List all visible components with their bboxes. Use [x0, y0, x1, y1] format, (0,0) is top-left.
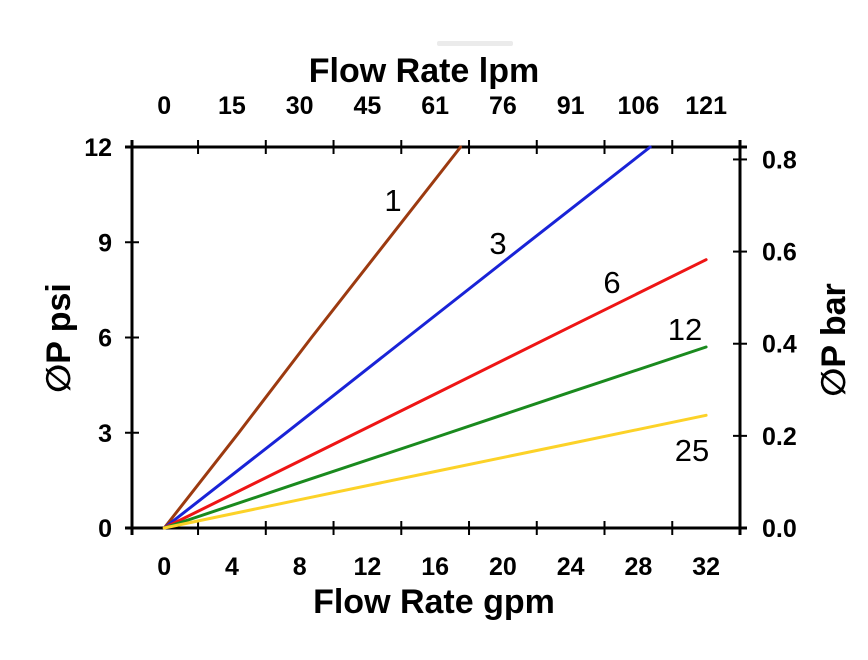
left-axis-tick-label: 3 [98, 420, 112, 448]
curve-label-25: 25 [675, 433, 709, 468]
curve-label-1: 1 [384, 183, 401, 218]
curve-label-6: 6 [603, 265, 620, 300]
right-axis-tick-label: 0.8 [762, 146, 797, 174]
curve-labels: 1 3 6 12 25 [384, 183, 709, 468]
top-axis-tick-label: 0 [157, 92, 171, 120]
bottom-axis-tick-label: 20 [489, 553, 517, 581]
artifact-smudge [437, 41, 513, 46]
top-axis-tick-label: 30 [286, 92, 314, 120]
curve-label-3: 3 [489, 226, 506, 261]
top-axis-tick-label: 15 [218, 92, 246, 120]
plot-frame [125, 140, 747, 535]
left-axis-tick-label: 12 [84, 134, 112, 162]
curves [162, 145, 708, 530]
left-axis-tick-label: 0 [98, 515, 112, 543]
top-axis-tick-label: 106 [618, 92, 660, 120]
right-axis-tick-label: 0.4 [762, 331, 797, 359]
curve-label-12: 12 [668, 312, 702, 347]
right-axis-tick-label: 0.0 [762, 515, 797, 543]
left-axis-tick-label: 6 [98, 325, 112, 353]
top-axis-tick-label: 91 [557, 92, 585, 120]
curve-3 [162, 145, 652, 530]
bottom-axis-tick-label: 16 [421, 553, 449, 581]
top-axis-tick-label: 45 [354, 92, 382, 120]
top-axis-tick-label: 76 [489, 92, 517, 120]
left-axis-tick-label: 9 [98, 229, 112, 257]
bottom-axis-tick-label: 28 [624, 553, 652, 581]
bottom-axis-tick-label: 12 [354, 553, 382, 581]
bottom-axis-tick-label: 24 [557, 553, 585, 581]
top-axis-tick-label: 121 [685, 92, 727, 120]
bottom-axis-tick-label: 0 [157, 553, 171, 581]
right-axis-tick-label: 0.6 [762, 239, 797, 267]
axis-tick-labels: 0015430845126116762091241062812132036912… [84, 92, 797, 581]
bottom-axis-tick-label: 8 [293, 553, 307, 581]
curve-6 [162, 258, 708, 530]
bottom-axis-tick-label: 32 [692, 553, 720, 581]
right-axis-tick-label: 0.2 [762, 423, 797, 451]
right-axis-title: ∅P bar [815, 283, 853, 397]
top-axis-title: Flow Rate lpm [309, 52, 539, 90]
bottom-axis-title: Flow Rate gpm [313, 583, 555, 621]
curve-1 [162, 145, 463, 530]
axis-ticks [125, 140, 747, 535]
curve-25 [162, 413, 708, 530]
curve-12 [162, 345, 708, 530]
top-axis-tick-label: 61 [421, 92, 449, 120]
bottom-axis-tick-label: 4 [225, 553, 239, 581]
left-axis-title: ∅P psi [40, 283, 78, 393]
